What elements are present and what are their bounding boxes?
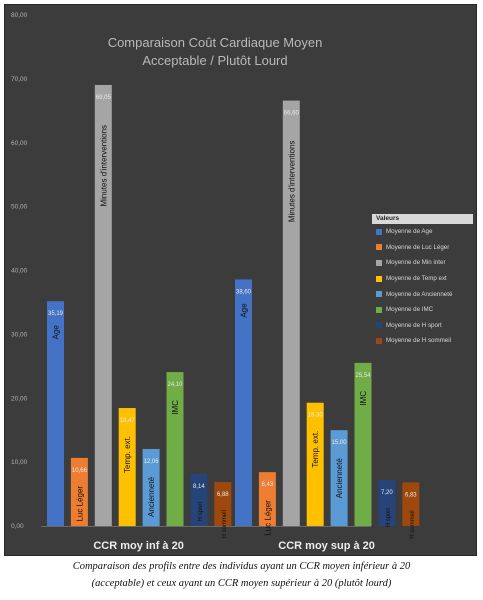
- bar-value-label: 6,88: [217, 492, 229, 498]
- legend-items: Moyenne de Age Moyenne de Luc Léger Moyenn…: [372, 224, 473, 349]
- bar-value-label: 69,05: [96, 95, 112, 101]
- legend-item: Moyenne de Ancienneté: [372, 286, 473, 302]
- bar-series-label: Minutes d'interventions: [99, 125, 108, 207]
- legend-item: Moyenne de Luc Léger: [372, 240, 473, 256]
- y-tick-label: 60,00: [11, 140, 28, 147]
- legend-item: Moyenne de Temp ext: [372, 271, 473, 287]
- bar: [354, 362, 372, 526]
- y-tick-label: 40,00: [11, 268, 28, 275]
- bar-series-label: Temp. ext.: [123, 436, 132, 473]
- legend-title: Valeurs: [372, 214, 473, 224]
- bar: [235, 279, 252, 526]
- legend-swatch: [376, 291, 382, 298]
- category-label: CCR moy sup à 20: [278, 540, 375, 552]
- y-tick-label: 20,00: [11, 395, 28, 402]
- legend: Valeurs Moyenne de Age Moyenne de Luc Lég…: [372, 214, 473, 349]
- bar-series-label: IMC: [359, 391, 368, 406]
- legend-label: Moyenne de Min inter: [386, 259, 446, 267]
- legend-label: Moyenne de H sommeil: [386, 337, 451, 345]
- bar-value-label: 15,00: [332, 440, 348, 446]
- legend-item: Moyenne de Age: [372, 224, 473, 240]
- bar: [142, 448, 160, 526]
- legend-item: Moyenne de IMC: [372, 302, 473, 318]
- legend-swatch: [376, 306, 382, 313]
- legend-item: Moyenne de H sommeil: [372, 333, 473, 349]
- bar: [94, 84, 112, 527]
- bar-value-label: 18,47: [120, 418, 136, 424]
- bar: [166, 372, 184, 526]
- y-tick-label: 70,00: [11, 76, 28, 83]
- legend-swatch: [376, 244, 382, 251]
- y-tick-label: 10,00: [11, 459, 28, 466]
- y-tick-label: 0,00: [11, 523, 24, 530]
- bar-value-label: 7,20: [381, 490, 393, 496]
- figure-caption: Comparaison des profils entre des indivi…: [10, 558, 473, 592]
- bar-series-label: Ancienneté: [335, 458, 344, 499]
- legend-label: Moyenne de Luc Léger: [386, 243, 450, 251]
- bar: [118, 408, 136, 526]
- legend-label: Moyenne de H sport: [386, 321, 442, 329]
- bar-value-label: 8,43: [262, 482, 274, 488]
- legend-item: Moyenne de Min inter: [372, 255, 473, 271]
- bar-value-label: 35,19: [48, 311, 64, 317]
- bar-value-label: 25,54: [355, 373, 371, 379]
- bar: [378, 480, 396, 526]
- chart-panel: 0,00 10,00 20,00 30,00 40,00 50,00 60,00 70,00 8…: [4, 4, 477, 556]
- bar: [330, 430, 348, 526]
- bar-series-label: Age: [52, 325, 61, 340]
- legend-swatch: [376, 228, 382, 235]
- bar-series-label: H sport: [198, 502, 204, 522]
- y-tick-label: 50,00: [11, 204, 28, 211]
- caption-line-2: (acceptable) et ceux ayant un CCR moyen …: [91, 578, 392, 589]
- bar-series-label: Temp. ext.: [311, 431, 320, 468]
- bar-value-label: 6,83: [405, 492, 417, 498]
- bar-series-label: Age: [240, 303, 249, 318]
- legend-label: Moyenne de Temp ext: [386, 275, 447, 283]
- bar: [190, 474, 208, 526]
- legend-label: Moyenne de Ancienneté: [386, 290, 453, 298]
- legend-swatch: [376, 337, 382, 344]
- bar: [70, 457, 88, 526]
- bar-chart: 0,00 10,00 20,00 30,00 40,00 50,00 60,00 70,00 8…: [11, 12, 420, 552]
- bar-value-label: 24,10: [167, 382, 183, 388]
- category-label: CCR moy inf à 20: [93, 540, 183, 552]
- bar: [306, 402, 324, 526]
- legend-label: Moyenne de IMC: [386, 306, 434, 314]
- caption-line-1: Comparaison des profils entre des indivi…: [72, 561, 411, 572]
- legend-swatch: [376, 275, 382, 282]
- bar-series-label: Luc Léger: [263, 500, 272, 536]
- chart-title-line-1: Comparaison Coût Cardiaque Moyen: [107, 35, 323, 50]
- legend-label: Moyenne de Age: [386, 228, 433, 236]
- bar-series-label: H sport: [386, 508, 392, 528]
- bar-value-label: 66,60: [284, 111, 300, 117]
- bar-series-label: Luc Léger: [75, 486, 84, 522]
- bar: [47, 301, 64, 526]
- y-tick-label: 30,00: [11, 331, 28, 338]
- bar-value-label: 19,30: [308, 413, 324, 419]
- legend-item: Moyenne de H sport: [372, 318, 473, 334]
- chart-title-line-2: Acceptable / Plutôt Lourd: [142, 53, 288, 68]
- bar-series-label: IMC: [171, 400, 180, 415]
- legend-swatch: [376, 322, 382, 329]
- bar-value-label: 38,60: [236, 289, 252, 295]
- legend-swatch: [376, 259, 382, 266]
- bar-series-label: H sommeil: [222, 510, 228, 538]
- bar-value-label: 8,14: [193, 484, 205, 490]
- bar-series-label: Minutes d'interventions: [287, 141, 296, 223]
- y-tick-label: 80,00: [11, 12, 28, 19]
- bar: [214, 482, 232, 526]
- bar: [258, 472, 276, 526]
- bar-series-label: Ancienneté: [147, 476, 156, 517]
- bar-value-label: 10,66: [72, 468, 88, 474]
- bar: [402, 482, 420, 526]
- bar: [282, 100, 300, 526]
- bar-series-label: H sommeil: [410, 510, 416, 538]
- bar-value-label: 12,06: [144, 459, 160, 465]
